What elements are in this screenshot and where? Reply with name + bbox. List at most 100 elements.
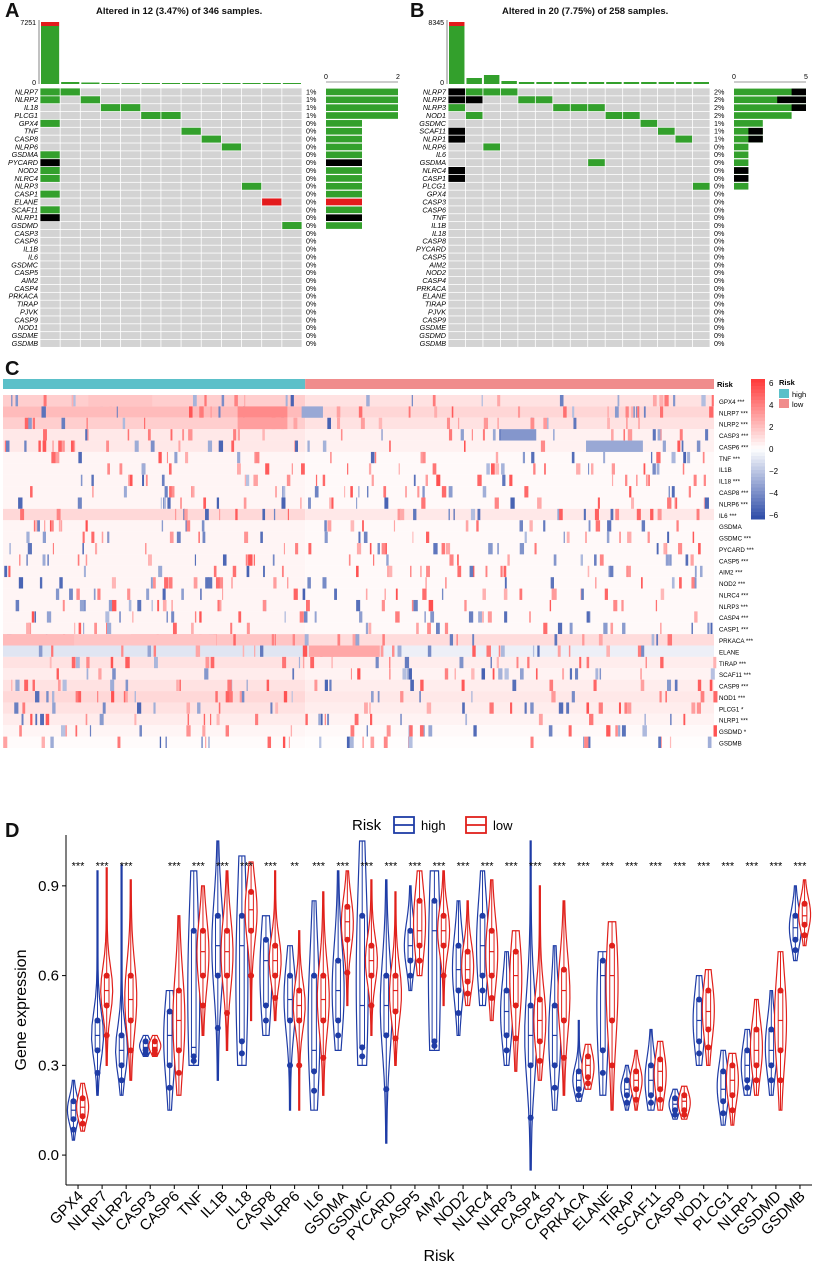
violin — [629, 1049, 643, 1111]
oncoplot-cell — [675, 237, 693, 245]
heatmap-stripe — [61, 417, 66, 430]
panel-a-label: A — [5, 0, 20, 22]
oncoplot-cell — [40, 206, 60, 214]
oncoplot-cell — [40, 88, 60, 96]
oncoplot-cell — [448, 245, 466, 253]
oncoplot-cell — [658, 119, 675, 127]
oncoplot-cell — [640, 174, 658, 182]
heatmap-stripe — [38, 645, 43, 657]
oncoplot-cell — [518, 206, 535, 214]
oncoplot-cell — [623, 237, 640, 245]
violin — [509, 930, 523, 1072]
oncoplot-cell — [500, 324, 518, 332]
significance-label: *** — [409, 860, 423, 872]
heatmap-stripe — [472, 634, 475, 646]
oncoplot-cell — [100, 167, 121, 175]
gene-percent: 1% — [306, 103, 317, 112]
oncoplot-cell — [241, 119, 262, 127]
oncoplot-cell — [588, 229, 605, 237]
violin-point — [311, 1068, 318, 1075]
violin — [412, 870, 427, 977]
oncoplot-cell — [40, 245, 60, 253]
oncoplot-cell — [262, 174, 282, 182]
violin-point — [127, 972, 134, 979]
oncoplot-cell — [60, 111, 80, 120]
risk-legend-low-swatch — [779, 399, 789, 408]
oncoplot-cell — [100, 119, 121, 127]
oncoplot-cell — [675, 284, 693, 292]
violin-point — [488, 927, 495, 934]
oncoplot-cell — [692, 104, 710, 112]
oncoplot-cell — [221, 324, 242, 332]
heatmap-row-bg — [3, 531, 306, 544]
heatmap-stripe — [576, 463, 581, 475]
heatmap-stripe — [287, 508, 289, 521]
heatmap-stripe — [246, 679, 248, 692]
heatmap-row-bg — [305, 622, 714, 635]
colorbar-tick-label: −6 — [769, 511, 779, 520]
oncoplot-cell — [692, 324, 710, 332]
significance-label: *** — [264, 860, 278, 872]
heatmap-stripe — [200, 406, 204, 418]
heatmap-stripe — [652, 395, 657, 407]
violin-point — [272, 942, 279, 949]
heatmap-stripe — [218, 440, 224, 452]
violin — [773, 951, 788, 1111]
side-bar — [326, 112, 398, 119]
colorbar-tick-label: −2 — [769, 467, 779, 476]
oncoplot-cell — [518, 300, 535, 308]
heatmap-stripe — [45, 713, 50, 726]
heatmap-stripe — [595, 668, 599, 680]
heatmap-stripe — [159, 736, 162, 748]
gene-label: NLRC4 — [14, 174, 38, 183]
violin — [644, 1028, 658, 1111]
heatmap-stripe — [273, 577, 277, 589]
oncoplot-cell — [181, 119, 201, 127]
violin-point — [536, 1057, 543, 1064]
heatmap-block — [3, 634, 75, 646]
violin-point — [777, 987, 784, 994]
heatmap-stripe — [305, 599, 310, 612]
heatmap-stripe — [659, 395, 664, 407]
gene-label: NLRP1 — [423, 135, 446, 144]
heatmap-stripe — [315, 474, 318, 487]
heatmap-stripe — [300, 497, 302, 509]
oncoplot-cell — [553, 292, 570, 300]
oncoplot-cell — [121, 167, 141, 175]
heatmap-stripe — [584, 736, 589, 748]
oncoplot-cell — [692, 96, 710, 104]
oncoplot-cell — [40, 292, 60, 300]
heatmap-stripe — [303, 611, 308, 623]
heatmap-stripe — [371, 691, 374, 703]
oncoplot-cell — [605, 269, 623, 277]
oncoplot-cell — [605, 300, 623, 308]
oncoplot-cell — [553, 214, 570, 222]
heatmap-stripe — [15, 679, 20, 692]
oncoplot-cell — [553, 253, 570, 261]
violin-point — [575, 1086, 582, 1093]
heatmap-stripe — [501, 463, 505, 475]
heatmap-stripe — [464, 599, 467, 612]
heatmap-stripe — [307, 577, 311, 589]
gene-percent: 0% — [714, 284, 725, 293]
oncoplot-cell — [570, 245, 588, 253]
oncoplot-cell — [80, 182, 101, 190]
gene-label: IL6 — [28, 252, 38, 261]
oncoplot-cell — [623, 135, 640, 143]
oncoplot-cell — [262, 292, 282, 300]
violin-point — [383, 1032, 390, 1039]
heatmap-stripe — [215, 577, 220, 589]
gene-percent: 0% — [306, 245, 317, 254]
oncoplot-cell — [121, 127, 141, 135]
violin-point — [142, 1050, 149, 1057]
oncoplot-cell — [100, 292, 121, 300]
oncoplot-cell — [100, 151, 121, 159]
oncoplot-cell — [141, 143, 161, 151]
oncoplot-cell — [535, 339, 553, 347]
colorbar-step — [751, 414, 765, 418]
violin-point — [551, 1062, 558, 1069]
colorbar-step — [751, 456, 765, 460]
oncoplot-cell — [500, 206, 518, 214]
heatmap-stripe — [549, 599, 552, 612]
heatmap-row-label: GSDMD * — [719, 729, 747, 736]
